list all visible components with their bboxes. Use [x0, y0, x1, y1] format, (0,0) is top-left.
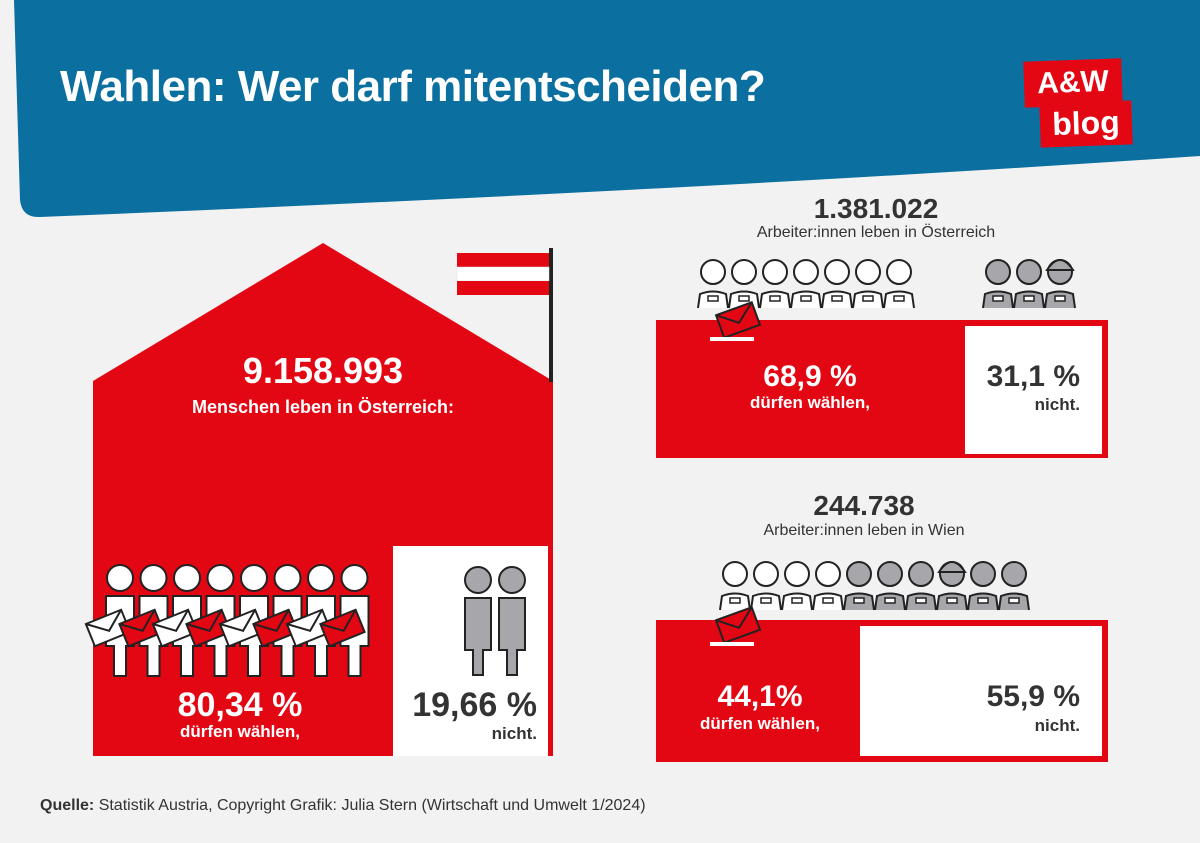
chart-2-total-caption: Arbeiter:innen leben in Wien [763, 522, 965, 539]
chart-1-category-1: nicht. [1034, 395, 1080, 414]
chart-2-value-label-0: 44,1% [717, 680, 803, 713]
worker-icon [1044, 259, 1076, 309]
chart-2-category-1: nicht. [1034, 716, 1080, 735]
worker-icon [728, 259, 760, 309]
worker-icon [781, 561, 813, 611]
worker-icon [790, 259, 822, 309]
worker-icon [982, 259, 1014, 309]
envelope-icon [319, 608, 366, 648]
chart-1-box [656, 320, 1108, 458]
worker-icon [905, 561, 937, 611]
worker-icon [936, 561, 968, 611]
chart-0-category-0: dürfen wählen, [180, 722, 300, 741]
chart-0-value-label-0: 80,34 % [177, 686, 303, 724]
flag-icon [456, 248, 553, 382]
chart-2-not-box [860, 626, 1102, 756]
source-label: Quelle: [40, 797, 95, 814]
chart-2-box [656, 620, 1108, 762]
worker-icon [750, 561, 782, 611]
envelope-icon [714, 605, 762, 645]
source-line: Quelle: Statistik Austria, Copyright Gra… [40, 797, 646, 815]
worker-icon [843, 561, 875, 611]
page-title: Wahlen: Wer darf mitentscheiden? [60, 62, 766, 111]
chart-2-total-value: 244.738 [813, 490, 915, 521]
chart-2-worker-icons [710, 561, 1030, 646]
worker-icon [759, 259, 791, 309]
chart-0-voter-icons [84, 564, 370, 677]
worker-icon [697, 259, 729, 309]
worker-icon [883, 259, 915, 309]
chart-1-not-box [965, 326, 1102, 454]
chart-1-total-value: 1.381.022 [813, 193, 939, 224]
chart-2-value-label-1: 55,9 % [986, 680, 1080, 713]
worker-icon [998, 561, 1030, 611]
chart-2-category-0: dürfen wählen, [700, 714, 820, 733]
chart-0-total-value: 9.158.993 [242, 350, 404, 391]
worker-icon [852, 259, 884, 309]
chart-0-value-label-1: 19,66 % [412, 686, 537, 724]
chart-1-total-caption: Arbeiter:innen leben in Österreich [756, 224, 996, 241]
chart-0-total-caption: Menschen leben in Österreich: [191, 397, 455, 417]
chart-1-category-0: dürfen wählen, [750, 393, 870, 412]
chart-0-category-1: nicht. [491, 724, 537, 743]
chart-0-nonvoter-icon [464, 566, 526, 676]
chart-0-house [93, 243, 553, 756]
worker-icon [1013, 259, 1045, 309]
worker-icon [874, 561, 906, 611]
source-text: Statistik Austria, Copyright Grafik: Jul… [98, 797, 646, 814]
worker-icon [967, 561, 999, 611]
header-band [14, 0, 1200, 218]
worker-icon [812, 561, 844, 611]
worker-icon [821, 259, 853, 309]
chart-1-value-label-1: 31,1 % [986, 360, 1080, 393]
worker-icon [719, 561, 751, 611]
chart-1-value-label-0: 68,9 % [763, 360, 857, 393]
envelope-icon [714, 300, 762, 340]
chart-1-worker-icons [697, 259, 1076, 341]
